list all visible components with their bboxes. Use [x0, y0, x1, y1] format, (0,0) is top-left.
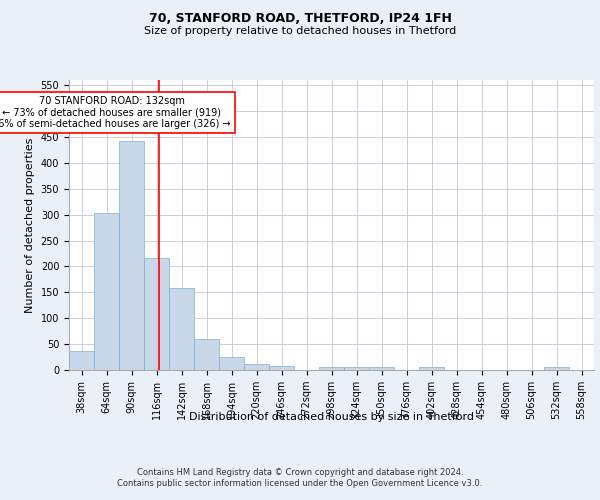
- Y-axis label: Number of detached properties: Number of detached properties: [25, 138, 35, 312]
- Bar: [344, 367, 369, 370]
- Bar: [369, 367, 394, 370]
- Text: Distribution of detached houses by size in Thetford: Distribution of detached houses by size …: [190, 412, 475, 422]
- Text: Contains HM Land Registry data © Crown copyright and database right 2024.
Contai: Contains HM Land Registry data © Crown c…: [118, 468, 482, 487]
- Bar: [419, 368, 444, 370]
- Bar: [269, 366, 294, 370]
- Bar: [144, 258, 169, 370]
- Bar: [94, 213, 119, 370]
- Bar: [169, 288, 194, 370]
- Bar: [244, 364, 269, 370]
- Text: Size of property relative to detached houses in Thetford: Size of property relative to detached ho…: [144, 26, 456, 36]
- Bar: [69, 351, 94, 370]
- Bar: [219, 357, 244, 370]
- Text: 70 STANFORD ROAD: 132sqm
← 73% of detached houses are smaller (919)
26% of semi-: 70 STANFORD ROAD: 132sqm ← 73% of detach…: [0, 96, 231, 128]
- Bar: [194, 340, 219, 370]
- Bar: [319, 368, 344, 370]
- Text: 70, STANFORD ROAD, THETFORD, IP24 1FH: 70, STANFORD ROAD, THETFORD, IP24 1FH: [149, 12, 451, 26]
- Bar: [544, 368, 569, 370]
- Bar: [119, 140, 144, 370]
